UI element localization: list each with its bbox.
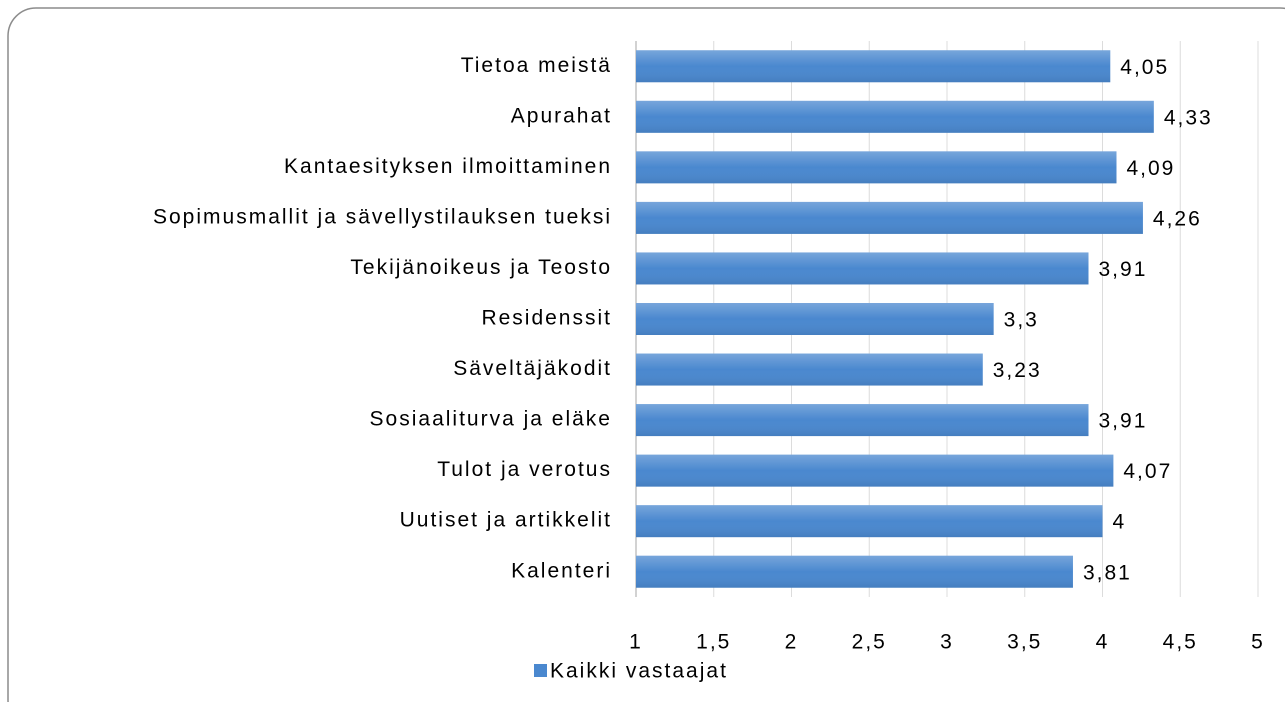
bar-shine [636, 555, 1073, 588]
x-tick-label: 3,5 [1007, 631, 1042, 654]
y-tick-label: Tulot ja verotus [437, 458, 612, 481]
legend-swatch [534, 664, 547, 677]
y-tick-label: Kantaesityksen ilmoittaminen [284, 155, 612, 178]
value-label: 3,23 [993, 359, 1042, 382]
y-tick-label: Residenssit [481, 307, 612, 330]
legend-label: Kaikki vastaajat [550, 660, 728, 683]
x-tick-label: 1,5 [696, 631, 731, 654]
x-tick-label: 3 [940, 631, 954, 654]
x-tick-label: 1 [629, 631, 643, 654]
y-tick-label: Sopimusmallit ja sävellystilauksen tueks… [153, 205, 612, 228]
chart-frame [7, 7, 1285, 702]
value-label: 3,91 [1099, 258, 1148, 281]
value-label: 4,26 [1153, 207, 1202, 230]
bar-shine [636, 353, 983, 386]
value-label: 3,81 [1083, 561, 1132, 584]
bar-shine [636, 50, 1111, 83]
value-label: 4,33 [1164, 106, 1213, 129]
y-tick-label: Sosiaaliturva ja eläke [370, 408, 612, 431]
y-tick-label: Tekijänoikeus ja Teosto [350, 256, 612, 279]
bar-shine [636, 303, 994, 335]
x-tick-label: 2 [785, 631, 799, 654]
y-tick-label: Säveltäjäkodit [453, 357, 612, 380]
bar-shine [636, 151, 1117, 184]
x-tick-label: 5 [1251, 631, 1265, 654]
value-label: 4 [1113, 511, 1127, 534]
value-label: 4,07 [1123, 460, 1172, 483]
x-tick-label: 4,5 [1163, 631, 1198, 654]
bar-shine [636, 252, 1089, 285]
y-tick-label: Uutiset ja artikkelit [400, 509, 612, 532]
bar-shine [636, 404, 1089, 437]
y-tick-label: Apurahat [511, 104, 612, 127]
y-tick-label: Kalenteri [511, 559, 612, 582]
bar-shine [636, 505, 1103, 538]
value-label: 3,3 [1004, 309, 1039, 332]
bar-shine [636, 454, 1114, 487]
bar-shine [636, 201, 1143, 234]
bar-shine [636, 100, 1154, 133]
y-tick-label: Tietoa meistä [461, 54, 612, 77]
x-tick-label: 2,5 [852, 631, 887, 654]
x-tick-label: 4 [1096, 631, 1110, 654]
value-label: 4,09 [1126, 157, 1175, 180]
value-label: 3,91 [1099, 410, 1148, 433]
value-label: 4,05 [1120, 56, 1169, 79]
